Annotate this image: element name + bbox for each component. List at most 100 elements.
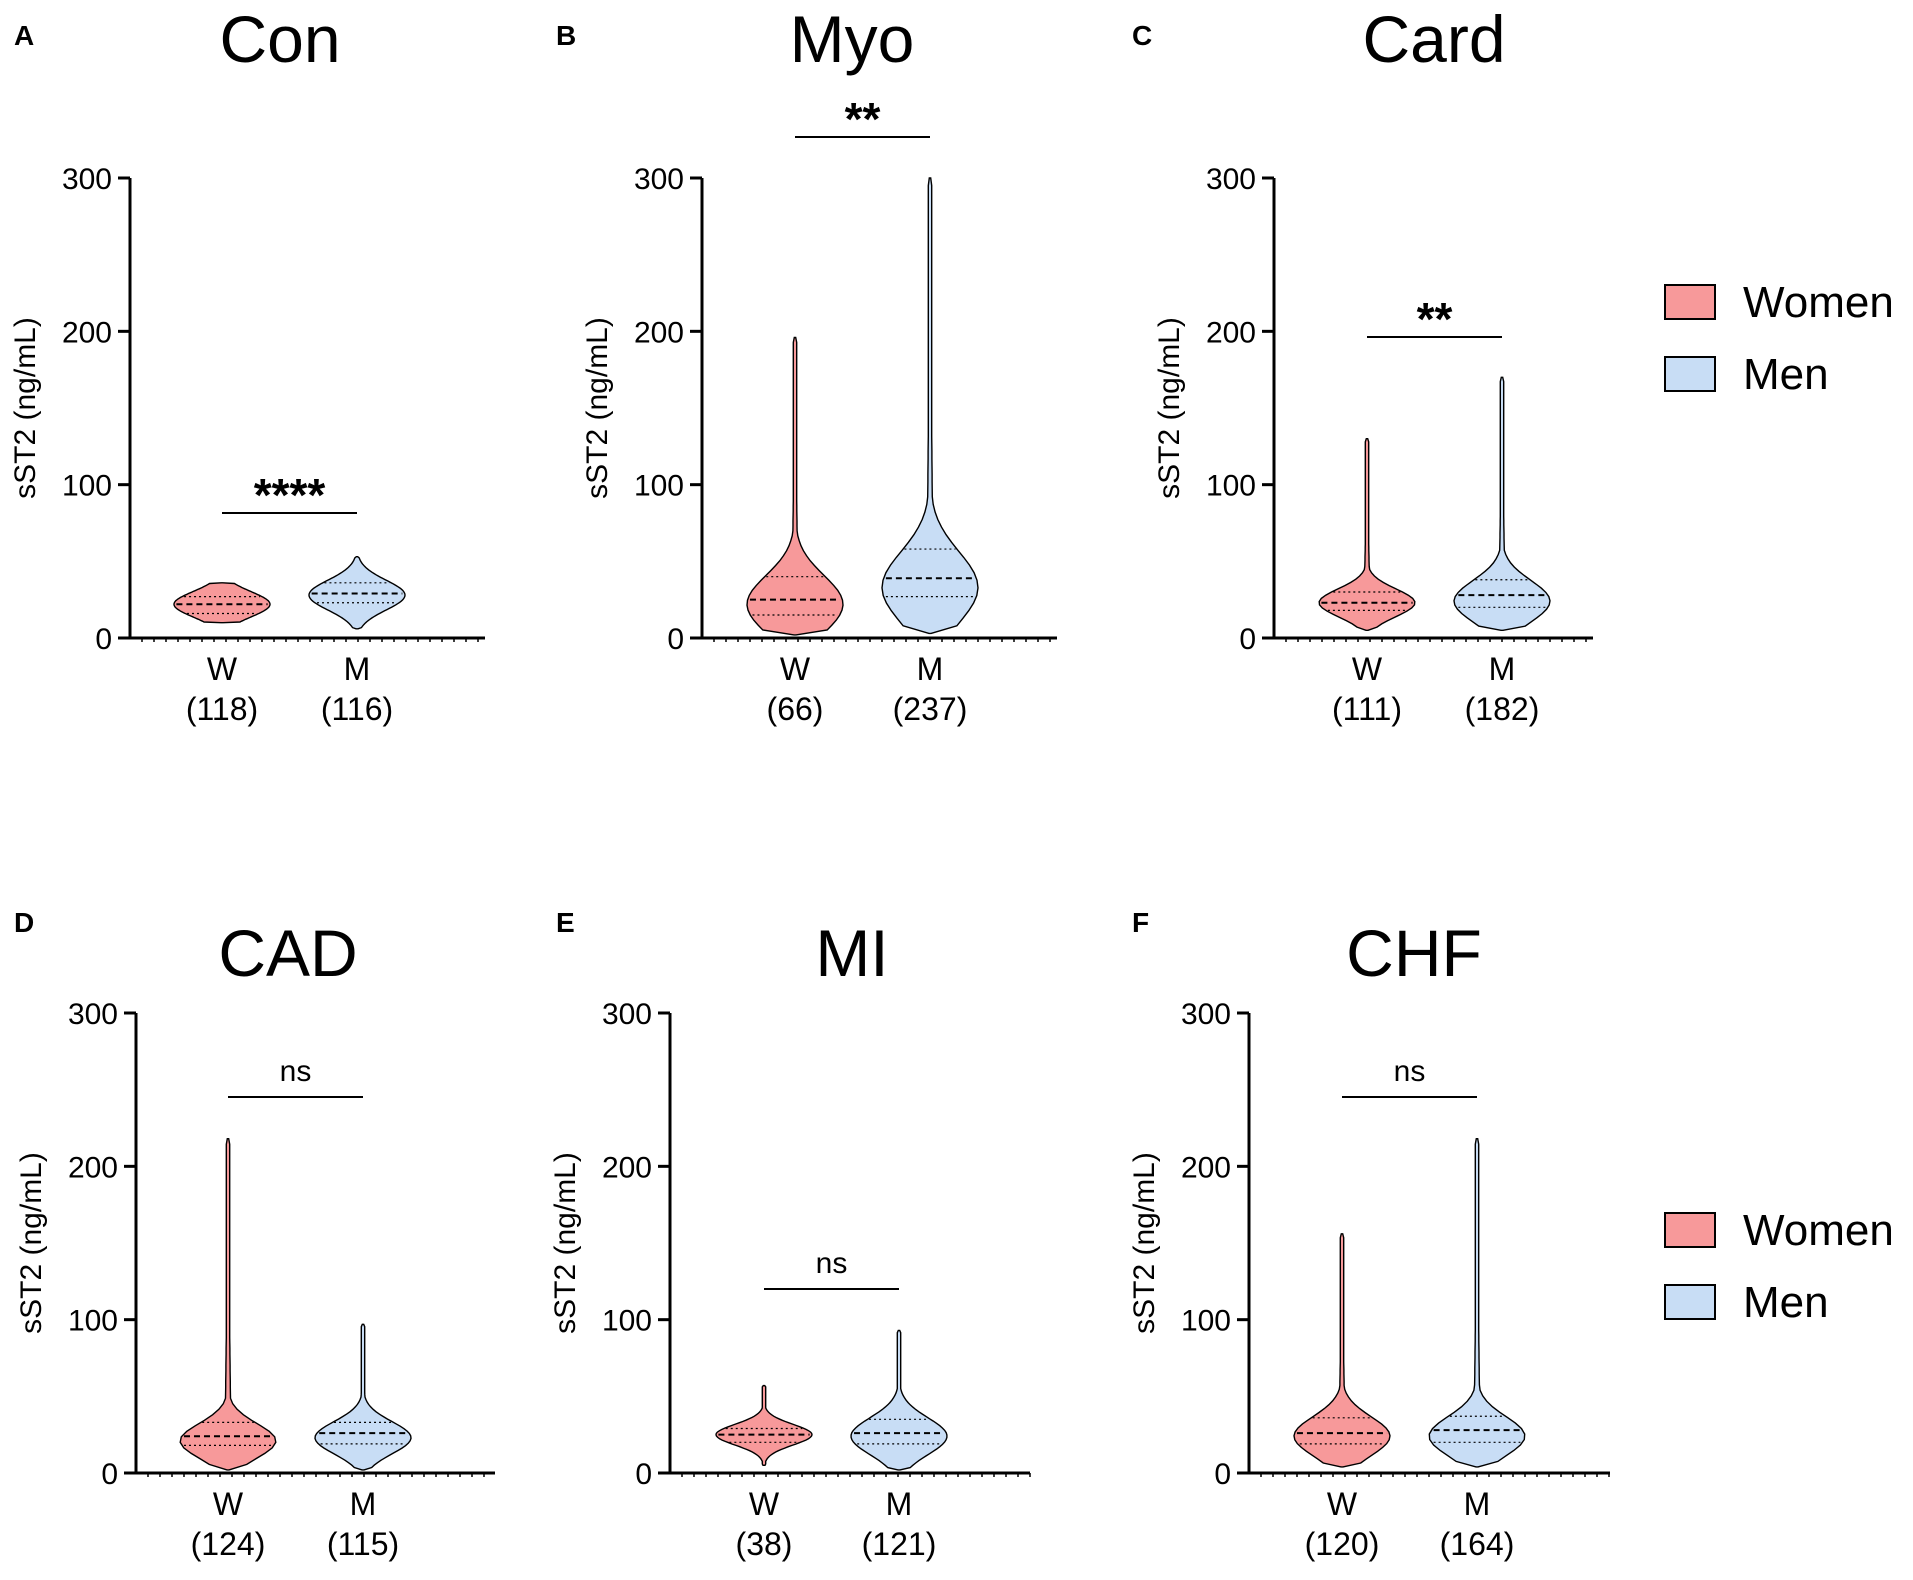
panel-letter: E [556, 907, 575, 938]
y-tick-label: 100 [62, 470, 112, 503]
y-tick-label: 0 [635, 1458, 652, 1491]
n-label: (111) [1332, 691, 1402, 727]
panel-letter: F [1132, 907, 1149, 938]
panel-title: Myo [790, 2, 915, 76]
y-tick-label: 100 [634, 470, 684, 503]
panel-f: F CHF sST2 (ng/mL) 0 100 200 300 W (120) M (164) ns [1128, 907, 1610, 1562]
category-label: M [1489, 651, 1516, 687]
n-label: (120) [1305, 1526, 1380, 1562]
category-label: M [1464, 1486, 1491, 1522]
n-label: (66) [767, 691, 824, 727]
panel-letter: C [1132, 20, 1152, 51]
significance-label: ** [1417, 293, 1453, 345]
n-label: (164) [1440, 1526, 1515, 1562]
violin-women [715, 1384, 813, 1466]
y-tick-label: 200 [634, 316, 684, 349]
y-tick-label: 100 [1206, 470, 1256, 503]
category-label: M [886, 1486, 913, 1522]
significance-label: **** [254, 469, 326, 521]
significance-label: ** [845, 93, 881, 145]
n-label: (182) [1465, 691, 1540, 727]
violin-women [173, 582, 271, 624]
legend-swatch-men [1664, 1284, 1716, 1320]
n-label: (118) [186, 691, 258, 727]
category-label: W [207, 651, 238, 687]
violin-women [1318, 438, 1416, 631]
panel-title: Card [1362, 2, 1505, 76]
y-tick-label: 300 [602, 998, 652, 1031]
y-tick-label: 300 [62, 163, 112, 196]
n-label: (121) [862, 1526, 937, 1562]
n-label: (237) [893, 691, 968, 727]
legend: Women Men [1664, 278, 1894, 399]
y-tick-label: 200 [602, 1151, 652, 1184]
violin-women [179, 1138, 277, 1471]
legend-swatch-women [1664, 1212, 1716, 1248]
n-label: (116) [321, 691, 393, 727]
legend: Women Men [1664, 1206, 1894, 1327]
panel-letter: B [556, 20, 576, 51]
y-axis-label: sST2 (ng/mL) [1153, 317, 1186, 499]
panel-letter: D [14, 907, 34, 938]
y-tick-label: 300 [1206, 163, 1256, 196]
y-tick-label: 0 [1214, 1458, 1231, 1491]
y-tick-label: 200 [68, 1151, 118, 1184]
y-tick-label: 200 [1206, 316, 1256, 349]
significance-label: ns [816, 1247, 848, 1280]
violin-men [850, 1329, 948, 1471]
category-label: W [1352, 651, 1383, 687]
violin-women [1293, 1233, 1391, 1468]
significance-label: ns [280, 1055, 312, 1088]
y-tick-label: 100 [602, 1305, 652, 1338]
panel-c: C Card sST2 (ng/mL) 0 100 200 300 W (111) M (182) *… [1132, 2, 1593, 727]
y-tick-label: 100 [68, 1305, 118, 1338]
y-axis-label: sST2 (ng/mL) [15, 1152, 48, 1334]
panel-title: CAD [218, 916, 357, 990]
category-label: M [917, 651, 944, 687]
y-tick-label: 0 [1239, 623, 1256, 656]
legend-label-men: Men [1743, 350, 1829, 399]
panel-a: A Con sST2 (ng/mL) 0 100 200 300 W (118) M (116) **… [9, 2, 485, 727]
y-axis-label: sST2 (ng/mL) [549, 1152, 582, 1334]
y-tick-label: 300 [1181, 998, 1231, 1031]
y-axis-label: sST2 (ng/mL) [581, 317, 614, 499]
violin-women [746, 336, 844, 636]
legend-label-women: Women [1743, 278, 1894, 327]
violin-men [881, 177, 979, 635]
panel-title: Con [219, 2, 340, 76]
panel-title: MI [815, 916, 888, 990]
legend-swatch-men [1664, 356, 1716, 392]
category-label: W [213, 1486, 244, 1522]
legend-swatch-women [1664, 284, 1716, 320]
category-label: M [350, 1486, 377, 1522]
panel-letter: A [14, 20, 34, 51]
panel-title: CHF [1346, 916, 1482, 990]
violin-men [1428, 1138, 1526, 1468]
category-label: W [780, 651, 811, 687]
significance-label: ns [1394, 1055, 1426, 1088]
panel-d: D CAD sST2 (ng/mL) 0 100 200 300 W (124) M (115) ns [14, 907, 495, 1562]
y-axis-label: sST2 (ng/mL) [9, 317, 42, 499]
y-tick-label: 100 [1181, 1305, 1231, 1338]
n-label: (124) [191, 1526, 266, 1562]
panel-e: E MI sST2 (ng/mL) 0 100 200 300 W (38) M (121) ns [549, 907, 1031, 1562]
y-axis-label: sST2 (ng/mL) [1128, 1152, 1161, 1334]
violin-men [1453, 376, 1551, 631]
y-tick-label: 200 [62, 316, 112, 349]
y-tick-label: 200 [1181, 1151, 1231, 1184]
y-tick-label: 0 [667, 623, 684, 656]
y-tick-label: 300 [634, 163, 684, 196]
category-label: W [749, 1486, 780, 1522]
violin-men [314, 1323, 412, 1471]
panel-b: B Myo sST2 (ng/mL) 0 100 200 300 W (66) M (237) ** [556, 2, 1057, 727]
legend-label-women: Women [1743, 1206, 1894, 1255]
n-label: (115) [327, 1526, 399, 1562]
category-label: M [344, 651, 371, 687]
y-tick-label: 0 [95, 623, 112, 656]
y-tick-label: 0 [101, 1458, 118, 1491]
category-label: W [1327, 1486, 1358, 1522]
n-label: (38) [736, 1526, 793, 1562]
y-tick-label: 300 [68, 998, 118, 1031]
legend-label-men: Men [1743, 1278, 1829, 1327]
